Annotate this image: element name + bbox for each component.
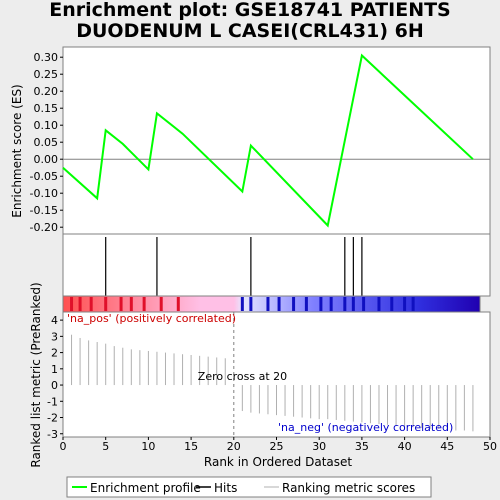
rank-stripe [159,297,163,311]
rank-stripe [292,297,296,311]
x-tick-label: 20 [227,440,241,453]
x-tick-label: 0 [60,440,67,453]
chart-title: Enrichment plot: GSE18741 PATIENTS DUODE… [0,0,500,42]
x-tick-label: 35 [355,440,369,453]
rank-stripe [329,297,333,311]
legend-entry-label: Hits [214,481,237,495]
rank-stripe [240,297,244,311]
es-y-tick-label: -0.05 [30,170,58,183]
es-y-tick-label: -0.10 [30,187,58,200]
es-y-tick-label: 0.10 [34,119,59,132]
zero-cross-label: Zero cross at 20 [198,370,287,383]
chart-title-line-2: DUODENUM L CASEI(CRL431) 6H [76,20,424,42]
legend-entry-label: Enrichment profile [90,481,201,495]
rank-stripe [142,297,146,311]
ranked-y-tick-label: 3 [51,330,58,343]
positive-correlation-label: 'na_pos' (positively correlated) [67,312,236,325]
x-tick-label: 5 [102,440,109,453]
rank-stripe [119,297,123,311]
hits-panel [62,233,491,297]
es-y-tick-label: -0.15 [30,204,58,217]
es-y-tick-label: 0.00 [34,153,59,166]
negative-correlation-label: 'na_neg' (negatively correlated) [278,421,453,434]
rank-stripe [104,297,108,311]
x-tick-label: 10 [141,440,155,453]
ranked-y-tick-label: 0 [51,379,58,392]
ranked-list-y-axis-label: Ranked list metric (PreRanked) [29,282,43,467]
rank-stripe [390,297,394,311]
ranked-y-tick-label: 1 [51,363,58,376]
x-tick-label: 25 [270,440,284,453]
es-y-tick-label: 0.30 [34,51,59,64]
x-axis-label: Rank in Ordered Dataset [204,455,352,469]
x-tick-label: 45 [440,440,454,453]
x-tick-label: 15 [184,440,198,453]
rank-stripe [377,297,381,311]
es-panel [62,46,491,235]
rank-stripe [351,297,355,311]
x-tick-label: 30 [312,440,326,453]
es-y-tick-label: 0.25 [34,68,59,81]
rank-stripe [411,297,415,311]
rank-stripe [249,297,253,311]
es-y-tick-label: 0.05 [34,136,59,149]
ranked-y-tick-label: -1 [47,395,58,408]
rank-stripe [129,297,133,311]
rank-stripe [78,297,82,311]
rank-stripe [266,297,270,311]
ranked-y-tick-label: -2 [47,412,58,425]
legend-box [66,476,432,498]
rank-stripe [343,297,347,311]
es-y-tick-label: 0.20 [34,85,59,98]
chart-title-line-1: Enrichment plot: GSE18741 PATIENTS [49,0,451,21]
ranked-y-tick-label: 2 [51,347,58,360]
es-y-tick-label: 0.15 [34,102,59,115]
es-y-axis-label: Enrichment score (ES) [10,84,24,217]
rank-stripe [176,297,180,311]
ranked-y-tick-label: 4 [51,314,58,327]
rank-stripe [304,297,308,311]
ranked-y-tick-label: -3 [47,428,58,441]
rank-stripe [277,297,281,311]
rank-stripe [362,297,366,311]
x-tick-label: 50 [483,440,497,453]
rank-color-bar [62,295,481,313]
legend-entry-label: Ranking metric scores [282,481,415,495]
enrichment-profile-line [62,53,474,228]
rank-stripe [319,297,323,311]
rank-stripe [70,297,74,311]
rank-stripe [403,297,407,311]
x-tick-label: 40 [398,440,412,453]
ranked-list-panel [62,311,491,438]
rank-stripe [89,297,93,311]
es-y-tick-label: -0.20 [30,221,58,234]
